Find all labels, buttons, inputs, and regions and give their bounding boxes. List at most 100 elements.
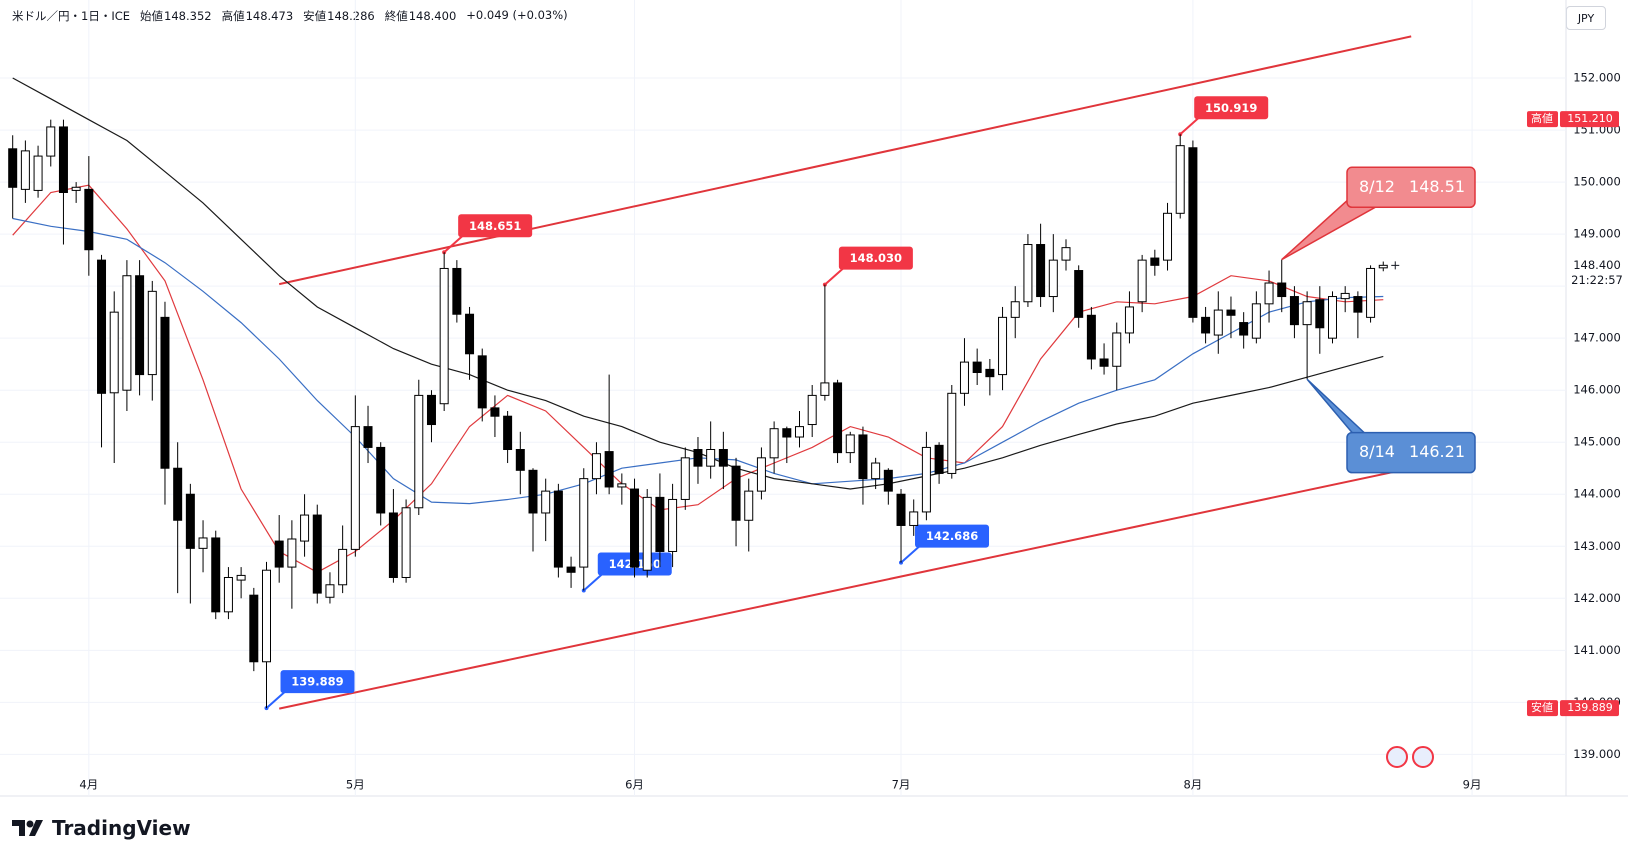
y-tick-label: 139.000: [1573, 747, 1621, 761]
callout-value: 146.21: [1409, 442, 1465, 461]
label: 始値: [140, 9, 164, 23]
candle-body: [338, 548, 348, 586]
x-tick-label: 6月: [625, 778, 644, 792]
candle-body: [1163, 212, 1173, 261]
candle-body: [985, 368, 995, 378]
candle-body: [33, 155, 43, 191]
x-tick-label: 9月: [1463, 778, 1482, 792]
candle-body: [630, 488, 640, 568]
candle-body: [1302, 301, 1312, 326]
trend-line: [278, 35, 1412, 286]
grid: [0, 0, 1566, 796]
y-tick-label: 144.000: [1573, 487, 1621, 501]
value: 148.473: [245, 9, 294, 23]
candle-body: [756, 457, 766, 492]
candle-body: [1327, 296, 1337, 339]
callout-box: [1346, 431, 1476, 474]
candle-body: [236, 574, 246, 581]
candle-body: [1124, 306, 1134, 334]
last-price: 148.400: [1573, 258, 1621, 272]
candle-body: [807, 394, 817, 426]
price-label-box: [458, 214, 533, 238]
candle-body: [185, 493, 195, 549]
candle-body: [731, 465, 741, 521]
candle-body: [477, 355, 487, 409]
ohlc-open: 始値148.352: [140, 8, 212, 24]
trend-line: [278, 453, 1475, 710]
price-label: 142.686: [926, 529, 978, 543]
x-tick-label: 4月: [79, 778, 98, 792]
candle-body: [1137, 259, 1147, 303]
candle-body: [896, 493, 906, 526]
last-price-bg: [1568, 256, 1626, 291]
y-tick-label: 141.000: [1573, 643, 1621, 657]
plot: 139.889148.651142.150148.030142.686150.9…: [8, 35, 1476, 711]
y-tick-label: 143.000: [1573, 539, 1621, 553]
candle-body: [972, 361, 982, 374]
candle-body: [845, 434, 855, 454]
candle-body: [1226, 309, 1236, 316]
candle-body: [617, 483, 627, 488]
candle-body: [934, 444, 944, 474]
candle-body: [794, 426, 804, 438]
event-flag[interactable]: [1386, 746, 1408, 768]
candle-body: [249, 594, 259, 663]
candle-body: [287, 538, 297, 568]
candle-body: [1188, 147, 1198, 318]
candle-body: [909, 511, 919, 526]
badge-label: 安値: [1531, 700, 1553, 714]
y-tick-label: 149.000: [1573, 227, 1621, 241]
badge-label: 高値: [1531, 111, 1553, 125]
candle-body: [541, 490, 551, 514]
moving-average: [12, 184, 1384, 573]
ohlc-high: 高値148.473: [222, 8, 294, 24]
last-price-marker: [1391, 261, 1400, 270]
candle-body: [376, 446, 386, 514]
candle-body: [58, 126, 68, 193]
candle-body: [312, 514, 322, 594]
candle-body: [363, 426, 373, 448]
candle-body: [261, 569, 271, 663]
label-pointer: [443, 235, 463, 254]
candle-body: [820, 382, 830, 396]
candle-body: [401, 507, 411, 578]
candle-body: [1112, 332, 1122, 367]
y-tick-label: 152.000: [1573, 71, 1621, 85]
label-pointer: [900, 545, 920, 564]
candle-body: [8, 148, 18, 188]
candle-body: [71, 186, 81, 191]
change: +0.049 (+0.03%): [466, 8, 568, 22]
candle-body: [223, 576, 233, 613]
value: 148.352: [164, 9, 212, 23]
price-label-box: [838, 246, 913, 270]
candle-body: [1175, 145, 1185, 214]
y-tick-label: 147.000: [1573, 331, 1621, 345]
candle-body: [274, 540, 284, 568]
event-flag[interactable]: [1412, 746, 1434, 768]
candle-body: [744, 490, 754, 521]
candle-body: [833, 382, 843, 454]
candle-body: [883, 469, 893, 492]
label: 高値: [221, 9, 245, 23]
candle-body: [503, 415, 513, 451]
ohlc-low: 安値148.286: [303, 8, 375, 24]
value: 148.286: [327, 9, 375, 23]
price-label-box: [280, 670, 355, 694]
candle-body: [528, 469, 538, 514]
candle-body: [718, 449, 728, 467]
candle-body: [1074, 270, 1084, 318]
candle-body: [871, 462, 881, 480]
candle-body: [668, 498, 678, 552]
x-tick-label: 7月: [892, 778, 911, 792]
badge-value: 139.889: [1567, 701, 1613, 714]
candle-body: [325, 584, 335, 598]
badge-value: 151.210: [1567, 112, 1613, 125]
candle-body: [1213, 309, 1223, 336]
candle-body: [300, 514, 310, 542]
candle-body: [655, 496, 665, 552]
candle-body: [1036, 244, 1046, 298]
candle-body: [20, 150, 30, 190]
candle-body: [465, 313, 475, 355]
candle-body: [604, 451, 614, 488]
